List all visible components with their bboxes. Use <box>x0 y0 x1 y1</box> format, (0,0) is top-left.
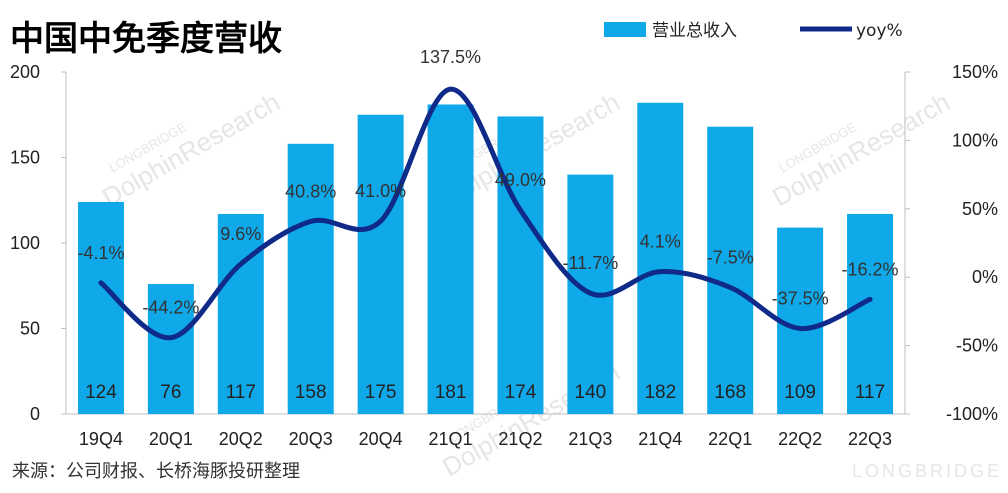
x-tick-label: 19Q4 <box>79 429 123 449</box>
yoy-value-label: 4.1% <box>640 232 681 252</box>
x-tick-label: 20Q3 <box>289 429 333 449</box>
x-tick-label: 21Q3 <box>568 429 612 449</box>
x-tick-label: 22Q3 <box>848 429 892 449</box>
bar-value-label: 117 <box>855 382 885 403</box>
legend-swatch-bar <box>604 22 646 37</box>
bar-value-labels: 124 76 117 158 175 181 174 140 182 168 109 117 <box>85 382 885 403</box>
bar <box>77 201 124 414</box>
yoy-value-label: 49.0% <box>495 170 546 190</box>
y-right-tick-label: 100% <box>952 130 998 150</box>
bar <box>217 213 264 414</box>
yoy-value-labels: -4.1% -44.2% 9.6% 40.8% 41.0% 137.5% 49.0% -11.… <box>77 47 898 318</box>
yoy-value-label: -37.5% <box>772 289 829 309</box>
yoy-value-label: 137.5% <box>420 47 481 67</box>
y-right-tick-label: -100% <box>946 404 998 424</box>
y-left-tick-label: 0 <box>30 404 40 424</box>
x-tick-label: 20Q4 <box>359 429 403 449</box>
yoy-value-label: 41.0% <box>355 181 406 201</box>
bar-value-label: 181 <box>435 382 467 403</box>
bar <box>497 116 544 415</box>
bar <box>707 126 754 414</box>
yoy-value-label: 40.8% <box>285 181 336 201</box>
x-tick-label: 20Q2 <box>219 429 263 449</box>
yoy-value-label: -11.7% <box>563 253 619 273</box>
yoy-value-label: -4.1% <box>77 243 124 263</box>
legend: 营业总收入 yoy% <box>604 21 903 41</box>
y-right-tick-label: -50% <box>956 336 998 356</box>
legend-label-yoy: yoy% <box>856 21 903 41</box>
yoy-value-label: 9.6% <box>220 224 261 244</box>
bar-value-label: 174 <box>505 382 537 403</box>
legend-label-revenue: 营业总收入 <box>652 21 737 41</box>
x-tick-label: 22Q1 <box>708 429 752 449</box>
x-tick-label: 22Q2 <box>778 429 822 449</box>
y-left-tick-label: 150 <box>10 148 40 168</box>
y-left-tick-label: 100 <box>10 233 40 253</box>
y-right-tick-label: 0% <box>972 267 998 287</box>
yoy-line <box>98 86 873 341</box>
yoy-value-label: -16.2% <box>842 259 899 279</box>
source-note: 来源：公司财报、长桥海豚投研整理 <box>12 461 300 482</box>
bar-value-label: 124 <box>85 382 117 403</box>
y-right-tick-label: 150% <box>952 62 998 82</box>
bar-value-label: 182 <box>644 382 676 403</box>
bar-value-label: 140 <box>575 382 607 403</box>
x-tick-label: 21Q4 <box>638 429 682 449</box>
yoy-value-label: -44.2% <box>142 298 199 318</box>
bar <box>777 227 824 414</box>
bar-value-label: 76 <box>160 382 181 403</box>
watermark-name: DolphinResearch <box>767 87 955 213</box>
bar <box>147 284 194 414</box>
chart-title: 中国中免季度营收 <box>10 19 282 59</box>
bar-value-label: 175 <box>365 382 397 403</box>
bar <box>427 104 474 415</box>
bar <box>637 102 684 414</box>
axes: 0 50 100 150 200 -100% -50% 0% 50% 100% 150% 19Q4 20… <box>10 62 998 449</box>
x-tick-label: 21Q1 <box>429 429 473 449</box>
bar <box>287 143 334 414</box>
y-left-tick-label: 200 <box>10 62 40 82</box>
x-tick-label: 21Q2 <box>498 429 542 449</box>
watermark-brand-corner: LONGBRIDGE <box>852 461 1002 481</box>
bar-value-label: 168 <box>714 382 746 403</box>
y-left-tick-label: 50 <box>20 319 40 339</box>
bar-series <box>77 102 894 415</box>
bar <box>847 213 894 414</box>
yoy-value-label: -7.5% <box>707 247 754 267</box>
bar-value-label: 109 <box>784 382 816 403</box>
watermark-name: DolphinResearch <box>97 87 285 213</box>
bar-value-label: 117 <box>226 382 256 403</box>
x-tick-label: 20Q1 <box>149 429 193 449</box>
y-right-tick-label: 50% <box>962 199 998 219</box>
bar-value-label: 158 <box>295 382 327 403</box>
bar <box>357 114 404 414</box>
